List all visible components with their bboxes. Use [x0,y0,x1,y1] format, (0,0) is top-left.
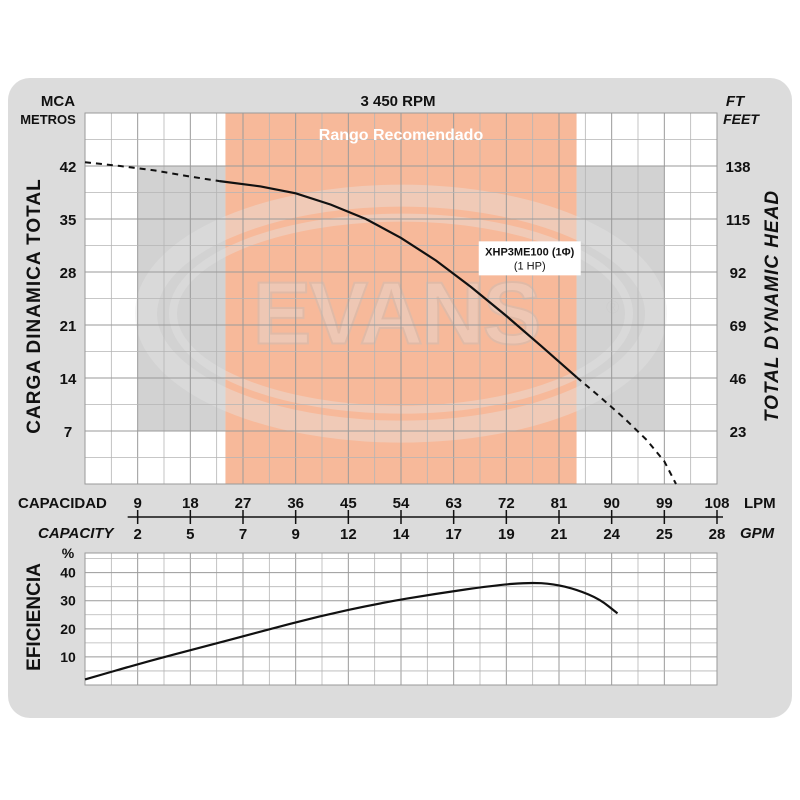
efficiency-tick-label: 10 [60,649,76,665]
right-unit-bottom: FEET [723,111,760,127]
x-tick-label-lpm: 36 [287,495,304,512]
x-tick-label-lpm: 72 [498,495,515,512]
x-tick-label-lpm: 99 [656,495,673,512]
right-unit-top: FT [726,93,746,110]
watermark-registered-mark: ® [606,298,619,318]
efficiency-unit: % [62,545,75,561]
efficiency-axis-title: EFICIENCIA [24,563,45,671]
y-ticks-meters: 7 14 21 28 35 42 [60,159,77,441]
head-curve-solid [219,180,578,379]
efficiency-tick-label: 20 [60,621,76,637]
x-tick-label-gpm: 12 [340,526,357,543]
x-tick-label-gpm: 17 [445,526,462,543]
y-tick-label-feet: 115 [726,212,750,229]
y-axis-title-left: CARGA DINAMICA TOTAL [24,178,45,433]
head-grid [85,113,717,484]
y-tick-label-meters: 42 [60,159,77,176]
y-tick-label-feet: 92 [730,265,747,282]
x-tick-label-gpm: 9 [291,526,299,543]
y-tick-label-feet: 23 [730,424,747,441]
y-tick-label-feet: 69 [730,318,747,335]
x-tick-label-gpm: 19 [498,526,515,543]
efficiency-grid [85,553,717,685]
x-tick-label-lpm: 45 [340,495,357,512]
curve-label-model: XHP3ME100 (1Φ) [485,246,574,258]
x-axis-unit-lpm: LPM [744,495,776,512]
x-tick-label-lpm: 9 [133,495,141,512]
head-curve-dashed-end [575,376,677,485]
left-unit-top: MCA [41,93,75,110]
x-axis-unit-gpm: GPM [740,525,775,542]
x-tick-label-lpm: 90 [603,495,620,512]
efficiency-tick-label: 30 [60,593,76,609]
x-tick-label-lpm: 108 [704,495,729,512]
x-tick-label-gpm: 24 [603,526,620,543]
y-tick-label-feet: 46 [730,371,747,388]
efficiency-y-ticks: 10 20 30 40 [60,565,76,665]
x-tick-label-gpm: 21 [551,526,568,543]
x-tick-label-gpm: 25 [656,526,673,543]
recommended-range-label: Rango Recomendado [319,127,484,144]
curve-label-box [478,241,581,276]
x-tick-label-gpm: 5 [186,526,194,543]
left-unit-bottom: METROS [20,112,76,127]
y-tick-label-meters: 21 [60,318,77,335]
efficiency-plot-border [84,552,718,686]
y-tick-label-meters: 28 [60,265,77,282]
y-tick-label-meters: 14 [60,371,77,388]
y-tick-label-meters: 7 [64,424,72,441]
x-tick-label-lpm: 63 [445,495,462,512]
x-tick-label-gpm: 28 [709,526,726,543]
x-tick-label-lpm: 81 [551,495,568,512]
x-tick-label-lpm: 18 [182,495,199,512]
x-axis-title-lpm: CAPACIDAD [18,495,107,512]
head-plot-area: EVANS ® Rango Recomendado XHP3ME100 (1Φ)… [84,112,718,485]
efficiency-curve [84,581,619,681]
watermark-text: EVANS [253,264,540,363]
rpm-label: 3 450 RPM [360,93,435,110]
efficiency-plot-area [84,552,718,686]
y-ticks-feet: 23 46 69 92 115 138 [725,159,750,441]
head-plot-border [84,112,718,485]
x-tick-label-gpm: 7 [239,526,247,543]
x-ticks: 9 2 18 5 27 7 36 9 45 12 54 14 63 17 72 19 81 21 90 24 99 25 1… [133,495,729,543]
y-tick-label-meters: 35 [60,212,77,229]
x-axis-title-gpm: CAPACITY [38,525,116,542]
y-axis-title-right: TOTAL DYNAMIC HEAD [762,190,783,422]
efficiency-tick-label: 40 [60,565,76,581]
x-tick-label-gpm: 2 [133,526,141,543]
x-tick-label-gpm: 14 [393,526,410,543]
head-curve-dashed-start [84,161,220,183]
x-tick-label-lpm: 27 [235,495,252,512]
curve-label-power: (1 HP) [514,260,546,272]
x-tick-label-lpm: 54 [393,495,410,512]
y-tick-label-feet: 138 [725,159,750,176]
